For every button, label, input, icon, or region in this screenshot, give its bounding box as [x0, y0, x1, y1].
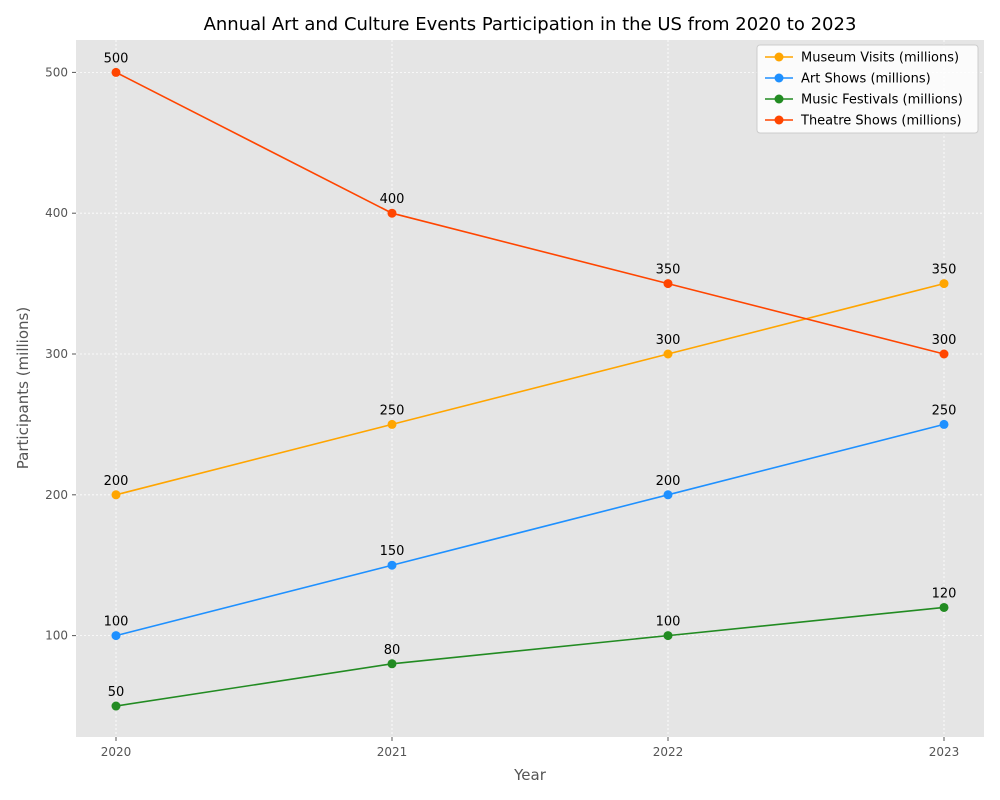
legend-label: Art Shows (millions): [801, 72, 931, 87]
legend-label: Music Festivals (millions): [801, 93, 963, 108]
legend-marker: [774, 94, 784, 104]
data-label: 200: [104, 474, 129, 489]
data-label: 120: [932, 586, 957, 601]
chart-title: Annual Art and Culture Events Participat…: [204, 14, 857, 35]
legend: Museum Visits (millions) Art Shows (milli…: [756, 44, 979, 134]
data-point: [111, 490, 121, 500]
y-tick-label: 500: [45, 65, 68, 79]
data-label: 400: [380, 192, 405, 207]
data-point: [939, 602, 949, 612]
x-tick-label: 2020: [101, 745, 132, 759]
data-point: [387, 659, 397, 669]
series-line: [115, 71, 945, 355]
data-point: [387, 560, 397, 570]
legend-label: Museum Visits (millions): [801, 51, 959, 66]
data-point: [111, 631, 121, 641]
data-label: 50: [108, 685, 125, 700]
legend-box: [756, 44, 979, 134]
y-tick-label: 200: [45, 488, 68, 502]
y-axis-label: Participants (millions): [14, 307, 32, 469]
x-axis-label: Year: [513, 766, 547, 784]
x-tick-label: 2021: [377, 745, 408, 759]
y-tick-label: 300: [45, 347, 68, 361]
legend-marker: [774, 52, 784, 62]
data-label: 80: [384, 643, 401, 658]
data-label: 350: [656, 263, 681, 278]
data-label: 100: [656, 615, 681, 630]
data-label: 250: [380, 403, 405, 418]
legend-label: Theatre Shows (millions): [800, 114, 962, 129]
data-point: [387, 208, 397, 218]
series-line: [115, 423, 945, 637]
data-point: [663, 631, 673, 641]
series-1: [111, 419, 949, 641]
legend-marker: [774, 73, 784, 83]
data-label: 100: [104, 615, 129, 630]
legend-item: Music Festivals (millions): [765, 93, 963, 108]
legend-item: Theatre Shows (millions): [765, 114, 962, 129]
data-label: 150: [380, 544, 405, 559]
y-tick-label: 400: [45, 206, 68, 220]
x-axis: 2020 2021 2022 2023: [101, 737, 960, 759]
data-point: [111, 67, 121, 77]
legend-item: Museum Visits (millions): [765, 51, 959, 66]
data-label: 350: [932, 263, 957, 278]
data-point: [387, 419, 397, 429]
y-tick-label: 100: [45, 629, 68, 643]
legend-marker: [774, 115, 784, 125]
series-2: [111, 602, 949, 711]
data-point: [939, 349, 949, 359]
data-point: [111, 701, 121, 711]
x-tick-label: 2022: [653, 745, 684, 759]
series-layer: [111, 67, 949, 711]
data-point: [939, 279, 949, 289]
data-label: 300: [932, 333, 957, 348]
series-line: [115, 606, 945, 707]
data-label: 500: [104, 51, 129, 66]
data-point: [663, 279, 673, 289]
y-axis: 100 200 300 400 500: [45, 65, 76, 643]
data-label: 200: [656, 474, 681, 489]
data-labels: 200 250 300 350 100 150 200 250 50 80 100 120 500 400…: [104, 51, 957, 700]
data-point: [939, 419, 949, 429]
legend-item: Art Shows (millions): [765, 72, 931, 87]
x-tick-label: 2023: [929, 745, 960, 759]
data-point: [663, 349, 673, 359]
data-label: 300: [656, 333, 681, 348]
data-label: 250: [932, 403, 957, 418]
data-point: [663, 490, 673, 500]
series-3: [111, 67, 949, 359]
